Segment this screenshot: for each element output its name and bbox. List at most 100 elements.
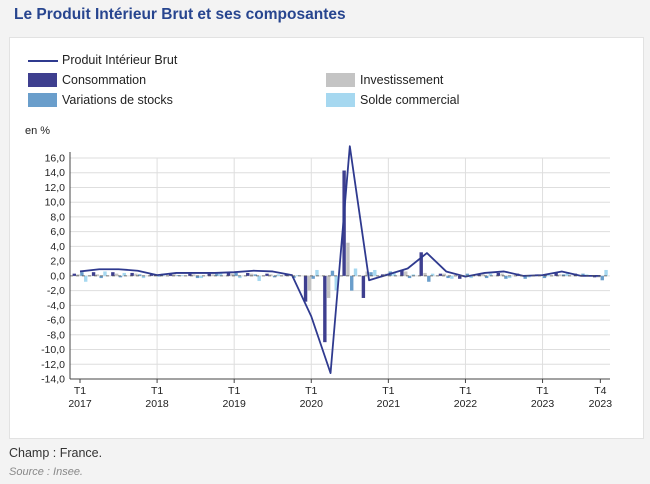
- bar-investissement: [192, 274, 196, 276]
- bar-variations-de-stocks: [523, 275, 527, 279]
- x-tick-year: 2022: [454, 398, 478, 410]
- source-note: Source : Insee.: [9, 466, 83, 478]
- y-tick-label: 16,0: [45, 153, 66, 165]
- legend-label-solde-commercial: Solde commercial: [360, 93, 460, 107]
- line-layer: [79, 145, 601, 375]
- bar-solde-commercial: [488, 273, 493, 276]
- y-tick-label: -10,0: [41, 344, 65, 356]
- bar-variations-de-stocks: [80, 272, 84, 276]
- y-tick-label: 14,0: [45, 167, 66, 179]
- bar-variations-de-stocks: [465, 273, 470, 276]
- bar-investissement: [114, 273, 119, 276]
- bar-solde-commercial: [565, 272, 570, 276]
- bar-investissement: [558, 274, 562, 276]
- legend-label-consommation: Consommation: [62, 73, 147, 87]
- bar-consommation: [149, 274, 154, 276]
- bar-consommation: [246, 272, 250, 276]
- bar-variations-de-stocks: [253, 274, 258, 276]
- x-tick-year: 2023: [589, 398, 613, 410]
- y-tick-label: 0,0: [50, 270, 65, 282]
- x-tick-quarter: T1: [305, 385, 317, 397]
- axis-layer: 16,0 14,0 12,0 10,0 8,0 6,0 4,0 2,0 0,0 -2,0 -4,0 -…: [41, 152, 612, 410]
- bar-consommation: [91, 272, 96, 276]
- legend-swatch-solde-commercial: [326, 93, 355, 107]
- bar-consommation: [380, 274, 385, 276]
- y-tick-label: -4,0: [47, 300, 65, 312]
- bar-consommation: [188, 273, 192, 276]
- bar-solde-commercial: [199, 275, 204, 279]
- bar-variations-de-stocks: [504, 275, 508, 279]
- bar-solde-commercial: [315, 269, 319, 276]
- bar-variations-de-stocks: [234, 272, 238, 276]
- bar-consommation: [323, 275, 327, 343]
- bar-solde-commercial: [180, 275, 184, 276]
- bar-solde-commercial: [276, 274, 281, 276]
- line-pib: [79, 145, 601, 375]
- legend-line-pib: [28, 60, 58, 62]
- bar-solde-commercial: [430, 273, 435, 276]
- y-tick-label: 2,0: [50, 256, 65, 268]
- bar-solde-commercial: [373, 269, 377, 276]
- legend-swatch-variations-stocks: [28, 93, 57, 107]
- x-tick-quarter: T1: [228, 385, 240, 397]
- legend-label-variations-stocks: Variations de stocks: [62, 93, 173, 107]
- y-axis-unit: en %: [25, 125, 50, 137]
- bar-variations-de-stocks: [195, 275, 200, 279]
- chart-svg: en % 16,0 14,0 12,0 10,0 8,0 6,0 4,0 2,0 0,0 -2,0…: [25, 125, 612, 410]
- footnote: Champ : France.: [9, 446, 103, 460]
- bar-variations-de-stocks: [157, 275, 161, 277]
- x-tick-year: 2021: [377, 398, 401, 410]
- bar-consommation: [303, 275, 308, 302]
- bar-solde-commercial: [122, 272, 126, 276]
- bar-investissement: [326, 275, 331, 298]
- bar-solde-commercial: [84, 275, 88, 282]
- page-title: Le Produit Intérieur Brut et ses composa…: [14, 6, 346, 23]
- bar-investissement: [404, 271, 408, 276]
- bar-solde-commercial: [141, 275, 146, 279]
- x-tick-quarter: T1: [151, 385, 163, 397]
- legend-item-investissement: Investissement: [326, 73, 526, 89]
- legend-item-pib: Produit Intérieur Brut: [28, 53, 228, 69]
- bar-consommation: [207, 273, 211, 276]
- bar-consommation: [265, 273, 269, 276]
- bar-solde-commercial: [392, 272, 396, 276]
- bar-solde-commercial: [604, 269, 608, 276]
- bar-consommation: [361, 275, 366, 298]
- legend-item-solde-commercial: Solde commercial: [326, 93, 526, 109]
- y-tick-label: -12,0: [41, 359, 65, 371]
- bar-consommation: [554, 272, 558, 276]
- bar-consommation: [400, 269, 404, 276]
- bar-consommation: [458, 275, 462, 279]
- bar-solde-commercial: [469, 275, 473, 279]
- bar-solde-commercial: [296, 275, 300, 276]
- y-tick-label: -14,0: [41, 374, 65, 386]
- bar-variations-de-stocks: [446, 275, 450, 279]
- x-tick-year: 2020: [300, 398, 324, 410]
- x-tick-year: 2018: [145, 398, 169, 410]
- y-tick-label: 6,0: [50, 226, 65, 238]
- bar-variations-de-stocks: [427, 275, 431, 282]
- bar-consommation: [438, 273, 443, 276]
- bar-consommation: [72, 273, 76, 276]
- bar-investissement: [249, 273, 254, 276]
- bar-solde-commercial: [334, 275, 338, 291]
- legend-swatch-consommation: [28, 73, 57, 87]
- bar-consommation: [496, 272, 500, 276]
- y-tick-label: -6,0: [47, 315, 65, 327]
- bar-solde-commercial: [218, 272, 223, 276]
- bar-investissement: [134, 273, 138, 276]
- bar-investissement: [423, 272, 427, 276]
- bar-solde-commercial: [508, 275, 512, 279]
- x-tick-quarter: T1: [382, 385, 394, 397]
- y-tick-label: 8,0: [50, 211, 65, 223]
- bar-consommation: [419, 252, 423, 276]
- bar-investissement: [95, 274, 100, 276]
- y-tick-label: 10,0: [45, 197, 66, 209]
- bar-variations-de-stocks: [215, 273, 219, 276]
- bar-variations-de-stocks: [272, 275, 277, 278]
- x-tick-year: 2017: [68, 398, 92, 410]
- bar-investissement: [365, 271, 369, 276]
- bar-solde-commercial: [527, 275, 531, 278]
- bar-consommation: [130, 272, 134, 276]
- y-tick-label: 4,0: [50, 241, 65, 253]
